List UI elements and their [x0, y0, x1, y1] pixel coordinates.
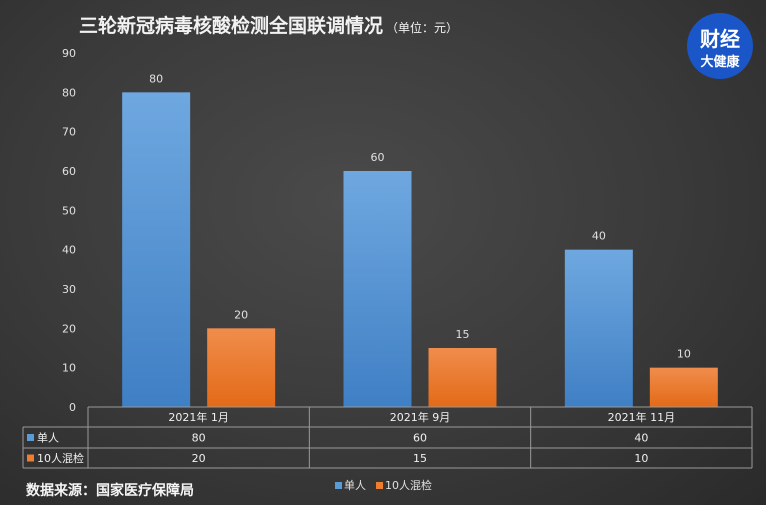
legend-swatch-0	[335, 482, 342, 489]
y-tick-label-4: 40	[62, 244, 76, 257]
bar-single-2	[564, 249, 633, 407]
data-label-pooled-0: 20	[234, 308, 248, 321]
logo-line1: 财经	[700, 27, 740, 51]
y-tick-label-8: 80	[62, 86, 76, 99]
x-category-label-0: 2021年 1月	[168, 410, 229, 424]
legend-label-1: 10人混检	[385, 478, 432, 492]
y-axis: 0 10 20 30 40 50 60 70 80 90	[62, 47, 76, 414]
table-legend-swatch-0	[27, 434, 34, 441]
y-tick-label-1: 10	[62, 362, 76, 375]
bar-pooled-1	[428, 348, 497, 407]
table-series-label-0: 单人	[37, 432, 59, 445]
bar-single-1	[343, 171, 412, 407]
legend-label-0: 单人	[344, 479, 366, 492]
table-cell-0-2: 40	[634, 432, 648, 445]
y-tick-label-9: 90	[62, 47, 76, 60]
table-cell-0-0: 80	[192, 432, 206, 445]
legend-swatch-1	[376, 482, 383, 489]
chart-title-unit: （单位：元）	[386, 20, 458, 35]
table-cell-0-1: 60	[413, 432, 427, 445]
y-tick-label-7: 70	[62, 126, 76, 139]
logo: 财经 大健康	[687, 13, 753, 79]
bar-single-0	[122, 92, 191, 407]
table-cell-1-0: 20	[192, 452, 206, 465]
bar-pooled-0	[207, 328, 276, 407]
legend: 单人 10人混检	[335, 478, 432, 492]
data-label-single-0: 80	[149, 72, 163, 85]
table-cell-1-1: 15	[413, 452, 427, 465]
chart-title: 三轮新冠病毒核酸检测全国联调情况	[79, 14, 383, 37]
data-label-pooled-1: 15	[456, 328, 470, 341]
bars: 80 60 40 20 15 10	[122, 72, 718, 407]
y-tick-label-5: 50	[62, 204, 76, 217]
logo-circle	[687, 13, 753, 79]
x-category-label-1: 2021年 9月	[390, 410, 451, 424]
data-label-single-1: 60	[371, 151, 385, 164]
source-note: 数据来源：国家医疗保障局	[26, 482, 194, 499]
table-cell-1-2: 10	[634, 452, 648, 465]
y-tick-label-2: 20	[62, 322, 76, 335]
data-label-pooled-2: 10	[677, 348, 691, 361]
data-label-single-2: 40	[592, 230, 606, 243]
bar-pooled-2	[649, 367, 718, 407]
y-tick-label-6: 60	[62, 165, 76, 178]
y-tick-label-3: 30	[62, 283, 76, 296]
x-category-label-2: 2021年 11月	[608, 410, 676, 424]
y-tick-label-0: 0	[69, 401, 76, 414]
table-legend-swatch-1	[27, 454, 34, 462]
logo-line2: 大健康	[700, 54, 740, 70]
table-series-label-1: 10人混检	[37, 451, 84, 465]
